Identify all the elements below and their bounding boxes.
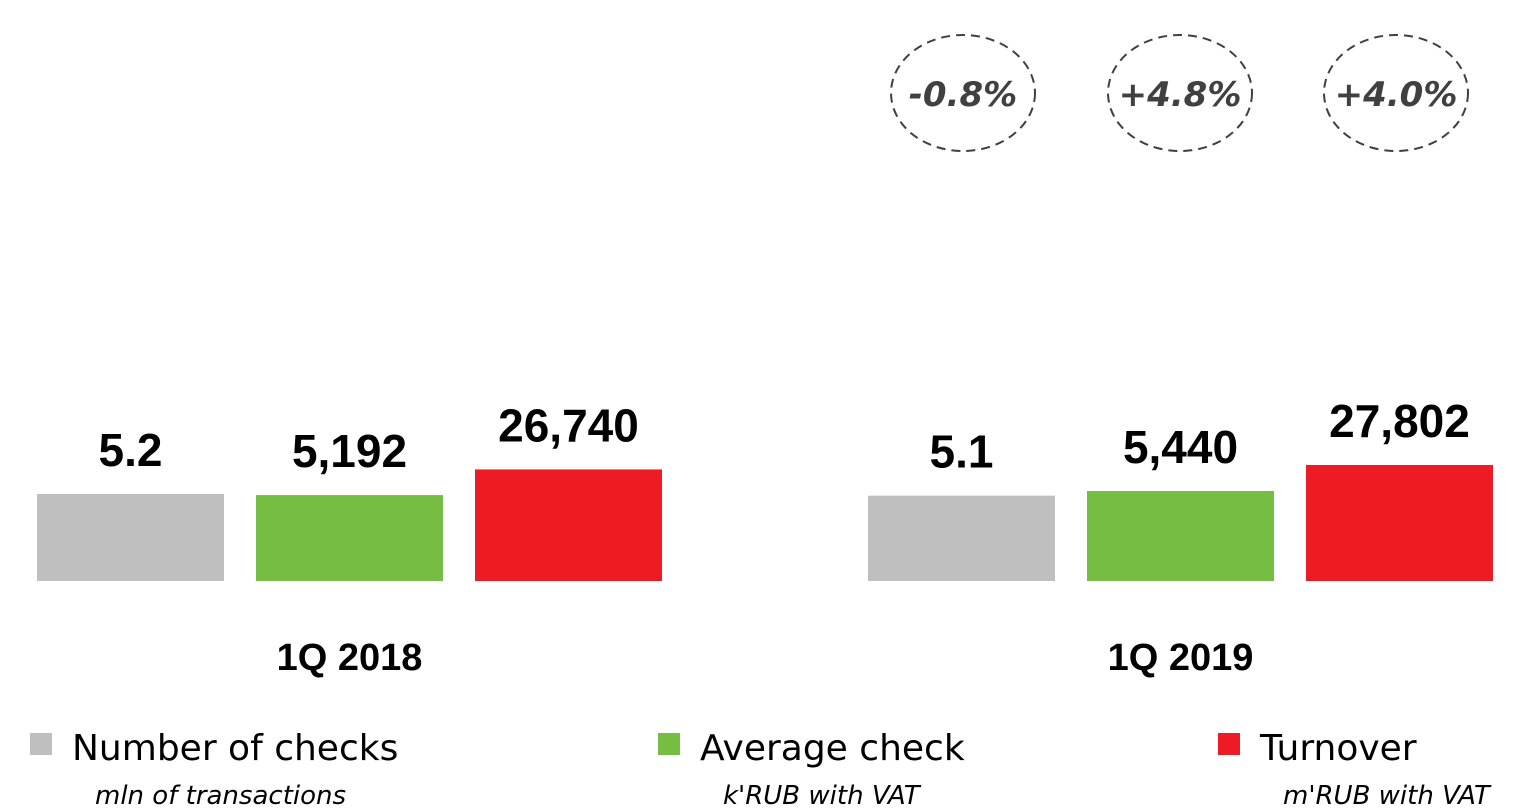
bar	[1087, 491, 1274, 581]
data-label: 5,440	[1123, 421, 1238, 473]
legend-swatch	[1218, 733, 1240, 755]
legend-unit: mln of transactions	[95, 781, 346, 811]
legend-label: Turnover	[1259, 728, 1417, 769]
bar	[256, 495, 443, 581]
data-label: 27,802	[1329, 395, 1470, 447]
bar	[475, 469, 662, 581]
data-label: 5,192	[292, 425, 407, 477]
annotation-bubble	[890, 34, 1036, 152]
legend-label: Average check	[700, 728, 965, 769]
annotation-bubble	[1107, 34, 1253, 152]
data-label: 5.2	[99, 424, 163, 476]
legend-swatch	[658, 733, 680, 755]
annotation: -0.8%	[909, 75, 1017, 115]
category-label: 1Q 2019	[1108, 637, 1254, 679]
legend-swatch	[30, 733, 52, 755]
legend-label: Number of checks	[72, 728, 398, 769]
bar	[37, 494, 224, 581]
annotation: +4.0%	[1335, 75, 1458, 115]
legend-unit: k'RUB with VAT	[723, 781, 922, 811]
data-label: 26,740	[498, 399, 639, 451]
bar	[868, 495, 1055, 581]
bar	[1306, 465, 1493, 581]
legend-unit: m'RUB with VAT	[1283, 781, 1492, 811]
category-label: 1Q 2018	[277, 637, 423, 679]
annotation-bubble	[1323, 34, 1469, 152]
data-label: 5.1	[930, 426, 994, 478]
annotation: +4.8%	[1119, 75, 1242, 115]
